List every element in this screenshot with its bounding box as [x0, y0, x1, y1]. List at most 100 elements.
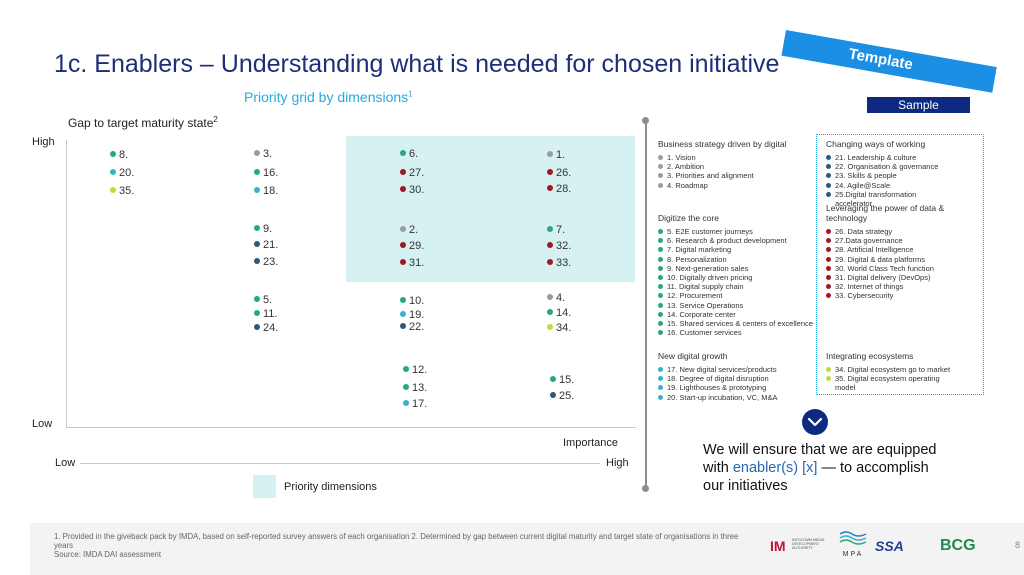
imda-logo-text: INFOCOMM MEDIA DEVELOPMENT AUTHORITY — [792, 538, 825, 551]
category-dot-icon — [658, 321, 663, 327]
source-text: Source: IMDA DAI assessment — [54, 550, 162, 560]
category-item-label: 30. World Class Tech function — [835, 263, 934, 273]
grid-item-label: 20. — [119, 167, 135, 179]
grid-item: 18. — [254, 185, 278, 198]
category-item-label: 6. Research & product development — [667, 236, 787, 246]
category-dot-icon — [826, 229, 831, 234]
mpa-logo-text: MPA — [842, 551, 864, 558]
dimension-category: New digital growth 17. New digital servic… — [658, 351, 808, 402]
grid-item: 31. — [400, 257, 424, 270]
category-dot-icon — [658, 247, 663, 253]
grid-item: 13. — [403, 382, 427, 395]
conclusion-text: We will ensure that we are equipped with… — [703, 441, 973, 495]
grid-item: 1. — [547, 149, 565, 162]
category-item-label: 23. Skills & people — [835, 171, 897, 181]
grid-item: 20. — [110, 167, 134, 180]
dimension-dot-icon — [400, 150, 406, 156]
category-item: 7. Digital marketing — [658, 245, 818, 254]
grid-item: 5. — [254, 294, 272, 307]
grid-item: 30. — [400, 184, 424, 197]
category-item-label: 33. Cybersecurity — [835, 291, 894, 301]
dimension-dot-icon — [254, 296, 260, 302]
category-item: 31. Digital delivery (DevOps) — [826, 273, 976, 282]
dimension-dot-icon — [547, 226, 553, 232]
category-item-label: 29. Digital & data platforms — [835, 254, 926, 264]
category-item-label: 9. Next-generation sales — [667, 263, 749, 273]
grid-item-label: 22. — [409, 321, 425, 333]
category-item-label: 25.Digital transformation — [835, 189, 917, 199]
grid-item-label: 2. — [409, 224, 419, 236]
category-item-label: 16. Customer services — [667, 328, 742, 338]
dimension-dot-icon — [400, 323, 406, 329]
category-dot-icon — [826, 238, 831, 244]
dimension-dot-icon — [254, 150, 260, 156]
category-item: 14. Corporate center — [658, 310, 818, 319]
category-title: Digitize the core — [658, 213, 719, 223]
category-item: 29. Digital & data platforms — [826, 255, 976, 264]
x-axis-low: Low — [55, 457, 76, 469]
category-dot-icon — [826, 164, 831, 170]
category-item: 23. Skills & people — [826, 171, 976, 180]
dimension-dot-icon — [547, 151, 553, 157]
category-dot-icon — [658, 173, 663, 179]
conclusion-line-2-pre: with — [703, 460, 733, 476]
category-dot-icon — [826, 247, 831, 253]
category-item-label: 1. Vision — [667, 153, 696, 162]
dimension-dot-icon — [254, 310, 260, 316]
category-item: 30. World Class Tech function — [826, 264, 976, 273]
grid-item: 33. — [547, 257, 571, 270]
dimension-dot-icon — [400, 259, 406, 265]
dimension-dot-icon — [400, 226, 406, 232]
page-number: 8 — [1015, 540, 1021, 550]
category-title: Leveraging the power of data & technolog… — [826, 203, 945, 223]
category-item-label: 34. Digital ecosystem go to market — [835, 365, 951, 374]
category-dot-icon — [658, 164, 663, 170]
category-item-label: 35. Digital ecosystem operating — [835, 374, 940, 384]
category-item: 3. Priorities and alignment — [658, 171, 808, 180]
grid-item-label: 35. — [119, 185, 135, 197]
category-dot-icon — [826, 284, 831, 290]
category-dot-icon — [658, 155, 663, 160]
category-dot-icon — [658, 182, 663, 188]
dimension-dot-icon — [547, 242, 553, 248]
grid-item: 22. — [400, 321, 424, 334]
grid-item: 32. — [547, 240, 571, 253]
x-axis-high: High — [606, 457, 629, 469]
grid-item: 14. — [547, 307, 571, 320]
grid-item: 16. — [254, 167, 278, 180]
category-dot-icon — [826, 256, 831, 262]
dimension-dot-icon — [403, 384, 409, 390]
highlight-box — [816, 134, 984, 395]
y-axis-line — [66, 140, 67, 427]
category-item-label: 32. Internet of things — [835, 282, 904, 292]
grid-item-label: 31. — [409, 257, 425, 269]
category-dot-icon — [658, 238, 663, 244]
x-axis-label: Importance — [563, 437, 619, 449]
bcg-logo: BCG — [940, 537, 976, 554]
category-item: 33. Cybersecurity — [826, 291, 976, 300]
dimension-dot-icon — [547, 169, 553, 175]
dimension-dot-icon — [400, 297, 406, 303]
category-item-label: 4. Roadmap — [667, 180, 708, 190]
category-item: 8. Personalization — [658, 255, 818, 264]
category-item: 17. New digital services/products — [658, 365, 808, 374]
priority-legend-label: Priority dimensions — [284, 481, 377, 493]
category-item-label: 26. Data strategy — [835, 227, 893, 236]
category-dot-icon — [826, 293, 831, 299]
category-item-label: 21. Leadership & culture — [835, 153, 917, 162]
dimension-dot-icon — [110, 151, 116, 157]
category-dot-icon — [658, 376, 663, 382]
grid-item-label: 7. — [556, 224, 566, 236]
sample-badge: Sample — [867, 97, 970, 113]
category-dot-icon — [658, 293, 663, 299]
grid-item-label: 6. — [409, 148, 419, 160]
category-item-label: 17. New digital services/products — [667, 365, 777, 374]
dimension-dot-icon — [547, 324, 553, 330]
footnote: 1. Provided in the giveback pack by IMDA… — [54, 532, 754, 560]
conclusion-line-2: with enabler(s) [x] — to accomplish — [703, 459, 973, 477]
divider-bottom-dot — [642, 485, 649, 492]
y-axis-low: Low — [32, 418, 53, 430]
category-item: 35. Digital ecosystem operating — [826, 374, 976, 383]
grid-item-label: 17. — [412, 398, 428, 410]
grid-item: 6. — [400, 148, 418, 161]
